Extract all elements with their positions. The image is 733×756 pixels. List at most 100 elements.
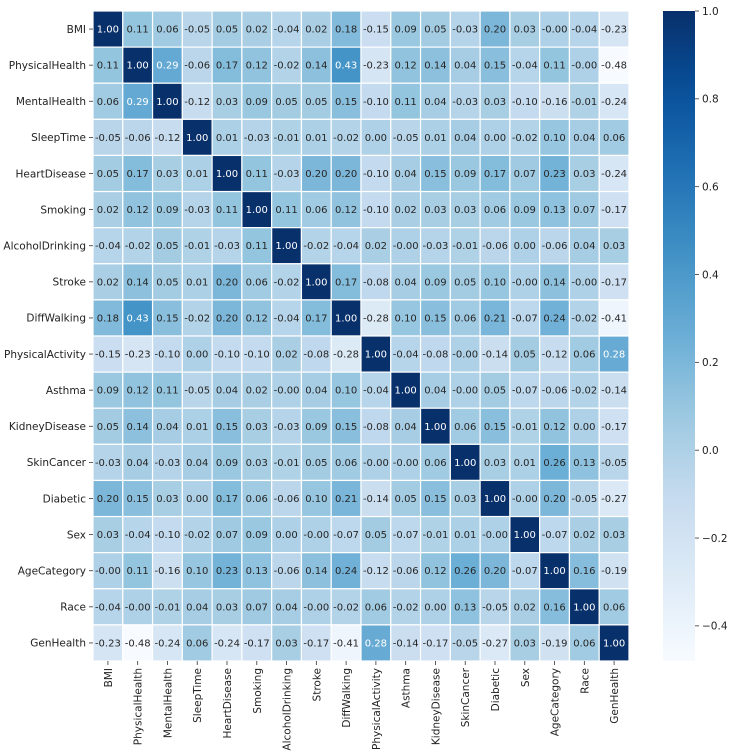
cell-value-label: -0.04	[125, 530, 151, 541]
cell-value-label: 1.00	[97, 25, 119, 36]
heatmap-cell	[122, 443, 154, 482]
cell-value-label: -0.00	[95, 566, 121, 577]
heatmap-cell	[122, 263, 154, 301]
cell-value-label: 0.06	[156, 25, 178, 36]
cell-value-label: -0.05	[601, 458, 627, 469]
heatmap-cell	[211, 479, 243, 518]
cell-value-label: -0.00	[125, 602, 151, 613]
x-tick-label: PhysicalActivity	[371, 668, 383, 750]
cell-value-label: -0.14	[482, 350, 508, 361]
cell-value-label: 0.20	[484, 25, 506, 36]
cell-value-label: -0.04	[95, 602, 121, 613]
cell-value-label: 1.00	[573, 602, 595, 613]
cell-value-label: 0.12	[246, 61, 268, 72]
cell-value-label: 0.28	[365, 638, 387, 649]
cell-value-label: 0.02	[275, 350, 297, 361]
cell-value-label: -0.10	[155, 350, 181, 361]
heatmap-cell	[211, 515, 243, 554]
cell-value-label: -0.02	[393, 602, 419, 613]
cell-value-label: 0.06	[365, 602, 387, 613]
cell-value-label: 0.04	[573, 133, 595, 144]
cell-value-label: 0.15	[335, 97, 357, 108]
cell-value-label: 0.05	[395, 494, 417, 505]
x-tick-label: BMI	[103, 668, 115, 687]
heatmap-cell	[419, 118, 451, 157]
cell-value-label: -0.07	[542, 530, 568, 541]
cell-value-label: 0.04	[216, 386, 238, 397]
colorbar-tick-label: 0.4	[702, 269, 719, 281]
cell-value-label: -0.06	[393, 566, 419, 577]
cell-value-label: 0.11	[395, 97, 417, 108]
heatmap-cell	[241, 82, 273, 120]
cell-value-label: -0.17	[244, 638, 270, 649]
x-axis: BMI PhysicalHealth MentalHealth SleepTime He…	[103, 661, 621, 751]
cell-value-label: 1.00	[395, 386, 417, 397]
heatmap-cell	[211, 443, 243, 482]
heatmap-cell	[539, 263, 571, 301]
y-tick-label: HeartDisease	[15, 168, 86, 180]
cell-value-label: 0.06	[335, 458, 357, 469]
heatmap-cell	[390, 46, 422, 84]
x-tick-label: Sex	[520, 668, 532, 687]
cell-value-label: -0.17	[423, 638, 449, 649]
heatmap-cell	[539, 371, 571, 409]
cell-value-label: -0.15	[363, 25, 389, 36]
cell-value-label: 0.43	[335, 61, 357, 72]
heatmap-cell	[241, 624, 273, 662]
cell-value-label: -0.48	[601, 61, 627, 72]
heatmap-cell	[181, 299, 213, 337]
cell-value-label: -0.10	[363, 97, 389, 108]
heatmap-cell	[539, 154, 571, 193]
heatmap-cell	[449, 190, 481, 229]
cell-value-label: 0.02	[97, 277, 119, 288]
cell-value-label: 0.24	[335, 566, 357, 577]
y-tick-label: PhysicalHealth	[9, 60, 86, 72]
cell-value-label: -0.02	[274, 277, 300, 288]
cell-value-label: 0.06	[603, 602, 625, 613]
heatmap-cell	[241, 263, 273, 301]
x-tick-label: Diabetic	[490, 668, 502, 712]
heatmap-cell	[241, 515, 273, 554]
y-tick-label: SkinCancer	[27, 457, 87, 469]
heatmap-cell	[539, 407, 571, 445]
cell-value-label: 0.10	[543, 133, 565, 144]
heatmap-cell	[241, 154, 273, 193]
heatmap-cell	[449, 227, 481, 265]
cell-value-label: 0.20	[335, 169, 357, 180]
y-tick-label: Stroke	[53, 277, 86, 289]
cell-value-label: -0.02	[274, 61, 300, 72]
heatmap-cell	[598, 443, 630, 482]
cell-value-label: 0.12	[127, 386, 149, 397]
cell-value-label: -0.12	[184, 97, 210, 108]
cell-value-label: -0.24	[601, 169, 627, 180]
cell-value-label: -0.04	[393, 350, 419, 361]
cell-value-label: 0.15	[127, 494, 149, 505]
cell-value-label: -0.12	[155, 133, 181, 144]
heatmap-cell	[330, 46, 362, 84]
colorbar-tick-label: 0.0	[702, 445, 719, 457]
cell-value-label: 0.10	[395, 313, 417, 324]
cell-value-label: 1.00	[335, 313, 357, 324]
heatmap-cell	[241, 335, 273, 373]
cell-value-label: 0.06	[573, 350, 595, 361]
cell-value-label: -0.14	[363, 494, 389, 505]
cell-value-label: 0.14	[127, 422, 149, 433]
cell-value-label: 0.04	[395, 169, 417, 180]
heatmap-cell	[598, 190, 630, 229]
cell-value-label: 1.00	[127, 61, 149, 72]
cell-value-label: 0.14	[305, 61, 327, 72]
heatmap-cell	[92, 46, 124, 84]
cell-value-label: -0.08	[363, 422, 389, 433]
heatmap-cell	[509, 82, 541, 120]
cell-value-label: 0.17	[305, 313, 327, 324]
cell-value-label: 1.00	[454, 458, 476, 469]
heatmap-cell	[598, 479, 630, 518]
heatmap-cell	[449, 407, 481, 445]
cell-value-label: 0.23	[216, 566, 238, 577]
cell-value-label: 0.18	[97, 313, 119, 324]
cell-value-label: 0.02	[395, 205, 417, 216]
cell-value-label: -0.03	[274, 169, 300, 180]
x-tick-label: Asthma	[401, 668, 413, 708]
cell-value-label: -0.06	[125, 133, 151, 144]
heatmap-cell	[151, 479, 183, 518]
